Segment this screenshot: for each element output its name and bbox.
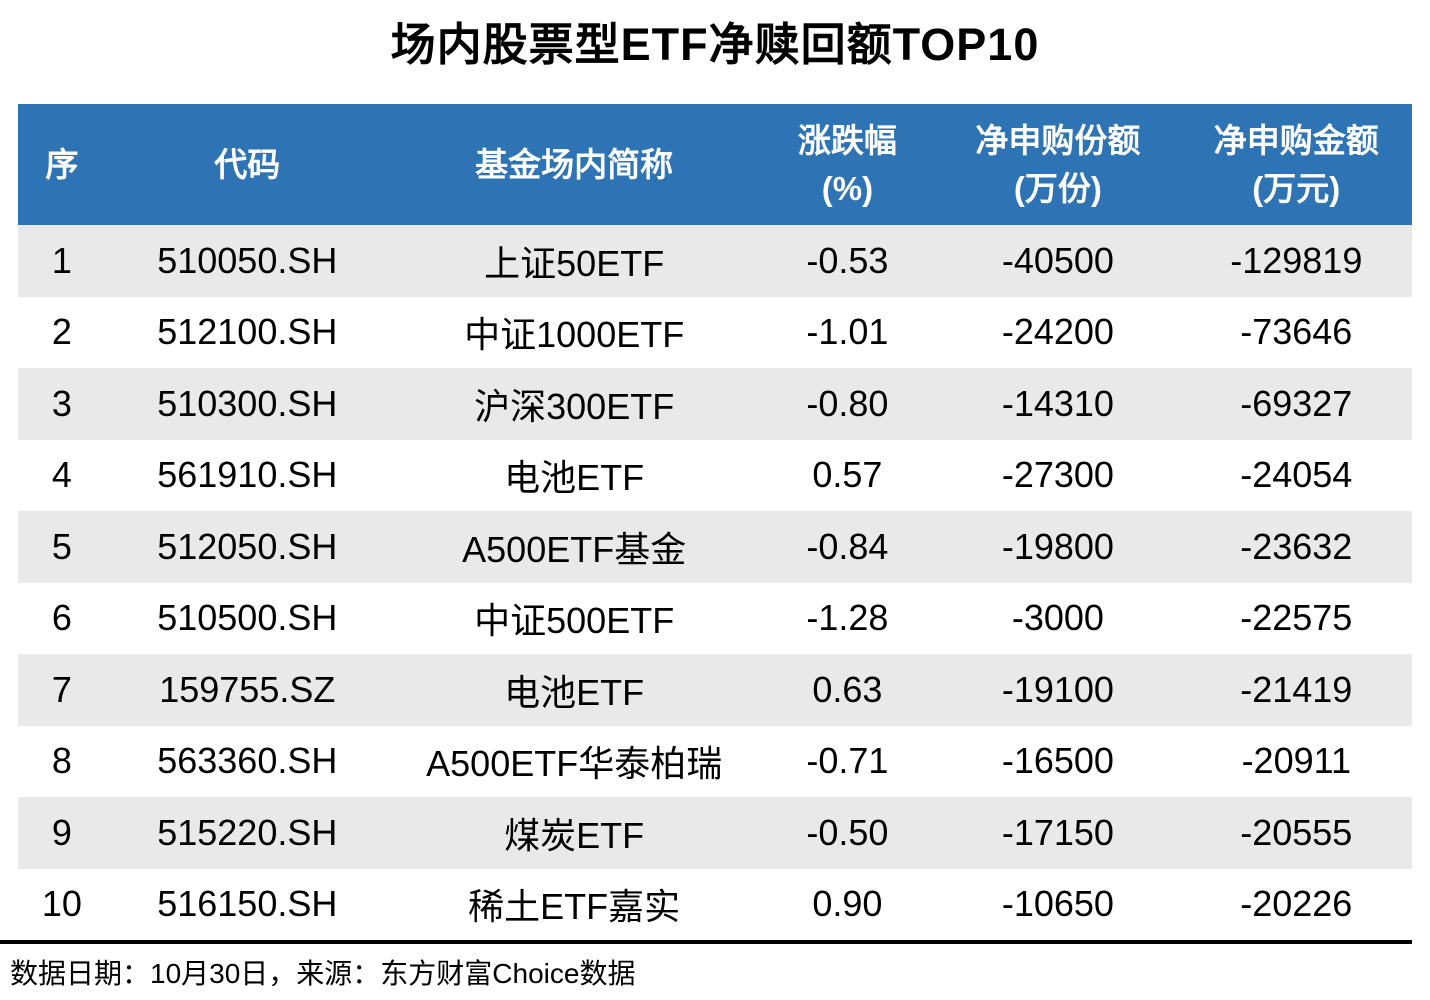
- cell-fund-name: 电池ETF: [388, 654, 760, 726]
- cell-code: 510500.SH: [105, 582, 389, 654]
- cell-change-pct: 0.63: [759, 654, 936, 726]
- cell-code: 563360.SH: [105, 725, 389, 797]
- table-row: 8 563360.SH A500ETF华泰柏瑞 -0.71 -16500 -20911: [18, 725, 1412, 797]
- cell-change-pct: -0.50: [759, 797, 936, 869]
- cell-fund-name: 稀土ETF嘉实: [388, 868, 760, 940]
- table-row: 3 510300.SH 沪深300ETF -0.80 -14310 -69327: [18, 368, 1412, 440]
- cell-change-pct: 0.90: [759, 868, 936, 940]
- cell-fund-name: A500ETF华泰柏瑞: [388, 725, 760, 797]
- cell-net-amount: -69327: [1180, 368, 1412, 440]
- column-header-label: 基金场内简称: [475, 145, 674, 183]
- column-header-change-pct: 涨跌幅 (%): [759, 104, 936, 225]
- column-header-code: 代码: [105, 104, 389, 225]
- cell-fund-name: 沪深300ETF: [388, 368, 760, 440]
- page-title: 场内股票型ETF净赎回额TOP10: [390, 19, 1040, 70]
- cell-rank: 10: [18, 868, 106, 940]
- cell-code: 510050.SH: [105, 225, 389, 297]
- cell-net-amount: -20555: [1180, 797, 1412, 869]
- column-header-fund-name: 基金场内简称: [388, 104, 760, 225]
- table-row: 4 561910.SH 电池ETF 0.57 -27300 -24054: [18, 439, 1412, 511]
- cell-net-amount: -21419: [1180, 654, 1412, 726]
- cell-rank: 3: [18, 368, 106, 440]
- cell-net-shares: -17150: [935, 797, 1181, 869]
- column-header-unit: (%): [821, 169, 874, 207]
- cell-fund-name: 中证1000ETF: [388, 296, 760, 368]
- table-row: 6 510500.SH 中证500ETF -1.28 -3000 -22575: [18, 582, 1412, 654]
- cell-code: 516150.SH: [105, 868, 389, 940]
- cell-net-shares: -14310: [935, 368, 1181, 440]
- table-header-row: 序 代码 基金场内简称 涨跌幅 (%) 净申购份额 (万份): [18, 104, 1412, 225]
- cell-fund-name: 煤炭ETF: [388, 797, 760, 869]
- cell-net-shares: -10650: [935, 868, 1181, 940]
- table-row: 9 515220.SH 煤炭ETF -0.50 -17150 -20555: [18, 797, 1412, 869]
- cell-fund-name: 电池ETF: [388, 439, 760, 511]
- etf-redemption-table: 序 代码 基金场内简称 涨跌幅 (%) 净申购份额 (万份): [18, 104, 1412, 940]
- cell-net-shares: -3000: [935, 582, 1181, 654]
- column-header-label: 净申购份额: [975, 121, 1141, 159]
- column-header-net-amount: 净申购金额 (万元): [1180, 104, 1412, 225]
- cell-change-pct: -0.80: [759, 368, 936, 440]
- cell-change-pct: 0.57: [759, 439, 936, 511]
- cell-code: 515220.SH: [105, 797, 389, 869]
- cell-net-amount: -22575: [1180, 582, 1412, 654]
- cell-change-pct: -1.28: [759, 582, 936, 654]
- cell-code: 512050.SH: [105, 511, 389, 583]
- cell-net-amount: -23632: [1180, 511, 1412, 583]
- cell-rank: 4: [18, 439, 106, 511]
- cell-change-pct: -0.84: [759, 511, 936, 583]
- column-header-unit: (万份): [1013, 169, 1102, 207]
- column-header-label: 涨跌幅: [797, 121, 897, 159]
- cell-code: 510300.SH: [105, 368, 389, 440]
- table-row: 1 510050.SH 上证50ETF -0.53 -40500 -129819: [18, 225, 1412, 297]
- cell-fund-name: 上证50ETF: [388, 225, 760, 297]
- cell-net-shares: -16500: [935, 725, 1181, 797]
- cell-net-shares: -19100: [935, 654, 1181, 726]
- cell-change-pct: -1.01: [759, 296, 936, 368]
- table-row: 2 512100.SH 中证1000ETF -1.01 -24200 -73646: [18, 296, 1412, 368]
- cell-net-shares: -27300: [935, 439, 1181, 511]
- footer-divider-line: [0, 940, 1412, 944]
- cell-change-pct: -0.53: [759, 225, 936, 297]
- table-row: 10 516150.SH 稀土ETF嘉实 0.90 -10650 -20226: [18, 868, 1412, 940]
- cell-net-amount: -20911: [1180, 725, 1412, 797]
- table-row: 7 159755.SZ 电池ETF 0.63 -19100 -21419: [18, 654, 1412, 726]
- cell-net-amount: -73646: [1180, 296, 1412, 368]
- cell-code: 512100.SH: [105, 296, 389, 368]
- cell-fund-name: 中证500ETF: [388, 582, 760, 654]
- cell-net-amount: -20226: [1180, 868, 1412, 940]
- cell-fund-name: A500ETF基金: [388, 511, 760, 583]
- cell-rank: 7: [18, 654, 106, 726]
- cell-code: 159755.SZ: [105, 654, 389, 726]
- cell-rank: 9: [18, 797, 106, 869]
- table-body: 1 510050.SH 上证50ETF -0.53 -40500 -129819 2 5121…: [18, 225, 1412, 940]
- table-header: 序 代码 基金场内简称 涨跌幅 (%) 净申购份额 (万份): [18, 104, 1412, 225]
- cell-net-amount: -24054: [1180, 439, 1412, 511]
- cell-net-shares: -40500: [935, 225, 1181, 297]
- column-header-unit: (万元): [1252, 169, 1341, 207]
- column-header-rank: 序: [18, 104, 106, 225]
- table-row: 5 512050.SH A500ETF基金 -0.84 -19800 -23632: [18, 511, 1412, 583]
- cell-rank: 1: [18, 225, 106, 297]
- column-header-label: 代码: [214, 145, 281, 183]
- cell-rank: 6: [18, 582, 106, 654]
- cell-code: 561910.SH: [105, 439, 389, 511]
- cell-net-shares: -24200: [935, 296, 1181, 368]
- cell-change-pct: -0.71: [759, 725, 936, 797]
- data-source-note: 数据日期：10月30日，来源：东方财富Choice数据: [10, 958, 636, 989]
- cell-rank: 5: [18, 511, 106, 583]
- cell-rank: 8: [18, 725, 106, 797]
- column-header-net-shares: 净申购份额 (万份): [935, 104, 1181, 225]
- cell-net-shares: -19800: [935, 511, 1181, 583]
- cell-rank: 2: [18, 296, 106, 368]
- column-header-label: 序: [45, 145, 79, 183]
- cell-net-amount: -129819: [1180, 225, 1412, 297]
- column-header-label: 净申购金额: [1213, 121, 1379, 159]
